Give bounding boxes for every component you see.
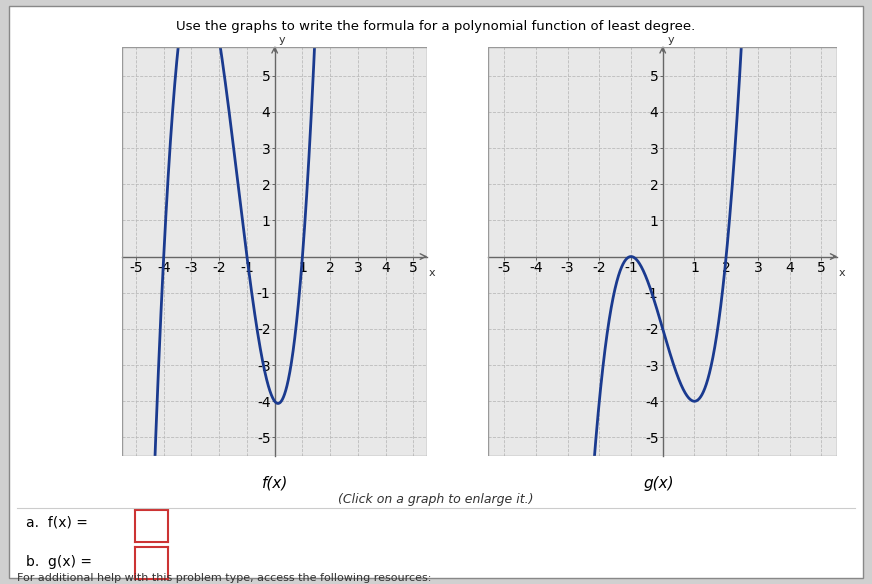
Text: a.  f(x) =: a. f(x) = — [26, 516, 88, 530]
Text: b.  g(x) =: b. g(x) = — [26, 555, 92, 569]
Text: For additional help with this problem type, access the following resources:: For additional help with this problem ty… — [17, 573, 432, 583]
Text: (Click on a graph to enlarge it.): (Click on a graph to enlarge it.) — [338, 493, 534, 506]
Text: Use the graphs to write the formula for a polynomial function of least degree.: Use the graphs to write the formula for … — [176, 20, 696, 33]
Text: x: x — [429, 268, 435, 278]
Text: y: y — [279, 35, 285, 45]
Text: g(x): g(x) — [643, 476, 674, 491]
Text: f(x): f(x) — [262, 476, 288, 491]
Text: x: x — [839, 268, 845, 278]
Text: y: y — [667, 35, 674, 45]
